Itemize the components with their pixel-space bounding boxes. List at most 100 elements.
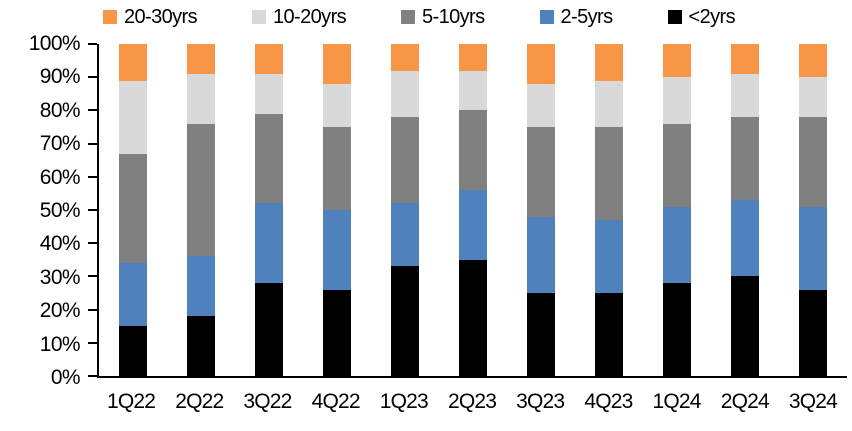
y-axis-tick-mark bbox=[88, 209, 97, 211]
bar-segment-2-5yrs bbox=[187, 256, 215, 317]
bar-segment-10-20yrs bbox=[255, 73, 283, 114]
legend-label: <2yrs bbox=[688, 5, 736, 28]
bar-segment-2yrs bbox=[459, 259, 487, 376]
stacked-bar-2q22 bbox=[187, 44, 215, 376]
stacked-bar-2q23 bbox=[459, 44, 487, 376]
y-axis-tick-label: 100% bbox=[28, 32, 81, 55]
y-axis-tick-label: 60% bbox=[39, 165, 81, 189]
legend-label: 20-30yrs bbox=[124, 5, 198, 28]
bar-segment-2yrs bbox=[187, 316, 215, 376]
stacked-bar-2q24 bbox=[731, 44, 759, 376]
chart-legend: 20-30yrs 10-20yrs 5-10yrs 2-5yrs <2yrs bbox=[103, 4, 736, 30]
legend-label: 5-10yrs bbox=[422, 5, 485, 28]
bar-segment-10-20yrs bbox=[527, 83, 555, 127]
y-axis-tick-label: 0% bbox=[50, 366, 81, 389]
bar-cell-4q22 bbox=[303, 44, 371, 376]
stacked-bar-4q22 bbox=[323, 44, 351, 376]
legend-label: 2-5yrs bbox=[560, 5, 614, 28]
bar-segment-2yrs bbox=[731, 276, 759, 376]
bar-segment-2yrs bbox=[119, 326, 147, 376]
bar-segment-2yrs bbox=[527, 292, 555, 376]
x-axis-tick-label: 3Q22 bbox=[243, 390, 292, 413]
y-axis-tick-mark bbox=[88, 43, 97, 45]
bar-segment-10-20yrs bbox=[323, 83, 351, 127]
x-axis-tick-label: 2Q23 bbox=[447, 390, 497, 413]
x-axis-tick-labels: 1Q22 2Q22 3Q22 4Q22 1Q23 2Q23 3Q23 4Q23 1Q24 2Q24… bbox=[97, 390, 847, 414]
y-axis-tick-label: 70% bbox=[39, 132, 81, 156]
y-axis-tick-label: 10% bbox=[39, 332, 81, 356]
bar-segment-5-10yrs bbox=[459, 110, 487, 191]
bar-segment-20-30yrs bbox=[527, 44, 555, 84]
bar-segment-2-5yrs bbox=[731, 200, 759, 277]
bar-segment-2-5yrs bbox=[799, 206, 827, 290]
x-axis-tick-label: 1Q22 bbox=[107, 390, 156, 413]
bar-segment-2-5yrs bbox=[527, 216, 555, 293]
bar-segment-10-20yrs bbox=[391, 70, 419, 118]
bar-segment-2-5yrs bbox=[663, 206, 691, 284]
bar-segment-2yrs bbox=[595, 292, 623, 376]
bar-segment-2-5yrs bbox=[255, 203, 283, 283]
bar-segment-10-20yrs bbox=[663, 77, 691, 124]
bar-segment-5-10yrs bbox=[391, 117, 419, 204]
bar-segment-2yrs bbox=[663, 283, 691, 376]
y-axis-tick-mark bbox=[88, 109, 97, 112]
x-axis-tick-label: 4Q23 bbox=[584, 390, 633, 413]
bar-segment-10-20yrs bbox=[459, 70, 487, 111]
bar-segment-2-5yrs bbox=[459, 190, 487, 260]
bar-segment-20-30yrs bbox=[595, 44, 623, 81]
y-axis-tick-mark bbox=[88, 308, 97, 311]
y-axis-tick-label: 50% bbox=[39, 199, 81, 222]
x-axis-tick-label: 3Q23 bbox=[516, 390, 565, 413]
bar-segment-2yrs bbox=[323, 289, 351, 376]
stacked-bar-3q24 bbox=[799, 44, 827, 376]
bar-segment-20-30yrs bbox=[663, 44, 691, 78]
y-axis-tick-mark bbox=[88, 76, 97, 79]
bar-cell-2q23 bbox=[439, 44, 507, 376]
y-axis-tick-label: 40% bbox=[39, 232, 81, 256]
y-axis-tick-mark bbox=[88, 242, 97, 245]
bar-segment-20-30yrs bbox=[391, 44, 419, 71]
bar-cell-1q24 bbox=[643, 44, 711, 376]
legend-item-5-10yrs: 5-10yrs bbox=[401, 6, 485, 29]
y-axis-tick-mark bbox=[88, 375, 97, 377]
x-axis-tick-label: 3Q24 bbox=[788, 390, 838, 413]
bar-segment-20-30yrs bbox=[119, 44, 147, 81]
bar-segment-2-5yrs bbox=[323, 209, 351, 290]
bar-segment-5-10yrs bbox=[595, 126, 623, 220]
bar-cell-2q22 bbox=[167, 44, 235, 376]
legend-item-10-20yrs: 10-20yrs bbox=[252, 5, 347, 29]
bar-segment-10-20yrs bbox=[119, 80, 147, 154]
bar-segment-10-20yrs bbox=[731, 73, 759, 118]
bar-segment-2-5yrs bbox=[595, 219, 623, 293]
bars-container bbox=[99, 44, 847, 376]
bar-segment-5-10yrs bbox=[731, 117, 759, 201]
bar-segment-2yrs bbox=[391, 266, 419, 376]
legend-swatch-icon bbox=[539, 10, 554, 24]
bar-segment-5-10yrs bbox=[119, 153, 147, 264]
bar-segment-5-10yrs bbox=[663, 123, 691, 207]
legend-label: 10-20yrs bbox=[273, 5, 347, 28]
bar-segment-10-20yrs bbox=[187, 73, 215, 124]
stacked-bar-1q24 bbox=[663, 44, 691, 376]
bar-segment-2yrs bbox=[255, 283, 283, 376]
x-axis-tick-label: 4Q22 bbox=[311, 390, 361, 413]
y-axis-tick-label: 90% bbox=[39, 65, 81, 89]
legend-item-20-30yrs: 20-30yrs bbox=[103, 5, 198, 29]
bar-segment-5-10yrs bbox=[799, 117, 827, 207]
y-axis-tick-mark bbox=[88, 341, 97, 344]
bar-segment-20-30yrs bbox=[187, 44, 215, 74]
legend-swatch-icon bbox=[401, 10, 416, 24]
plot-area bbox=[88, 43, 847, 378]
bar-segment-20-30yrs bbox=[459, 44, 487, 71]
bar-segment-20-30yrs bbox=[731, 44, 759, 74]
y-axis-tick-label: 30% bbox=[39, 265, 81, 289]
bar-segment-2-5yrs bbox=[391, 203, 419, 267]
x-axis-tick-label: 2Q22 bbox=[175, 390, 224, 413]
y-axis-tick-label: 20% bbox=[39, 299, 81, 323]
stacked-bar-1q22 bbox=[119, 44, 147, 376]
bar-segment-20-30yrs bbox=[323, 44, 351, 84]
legend-swatch-icon bbox=[103, 10, 117, 24]
y-axis-tick-labels: 0% 10% 20% 30% 40% 50% 60% 70% 80% 90% 100% bbox=[0, 33, 81, 389]
bar-cell-4q23 bbox=[575, 44, 643, 376]
